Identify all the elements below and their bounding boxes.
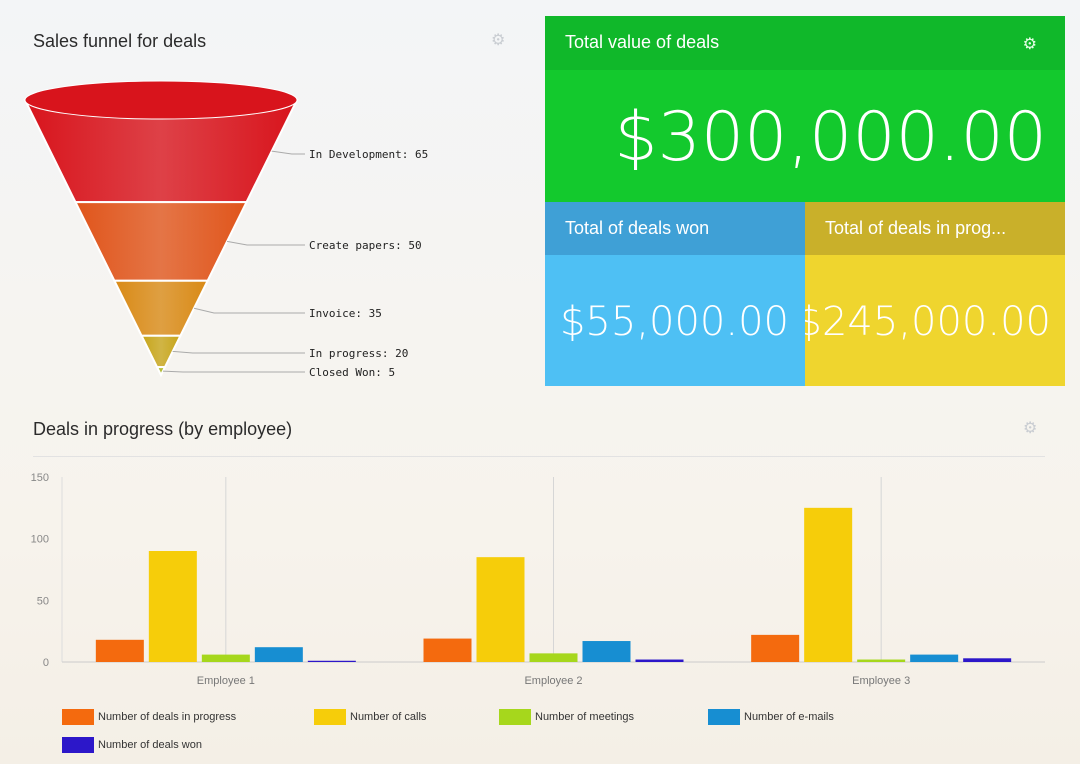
bar[interactable]: [148, 551, 197, 662]
gear-icon[interactable]: ⚙: [491, 32, 506, 49]
employee-bar-chart: 0 50 100 150 Employee 1 Employee 2 Employee 3: [31, 472, 1045, 687]
funnel-leader-line: [226, 240, 305, 246]
funnel-label: Closed Won: 5: [309, 366, 395, 379]
x-category-label: Employee 2: [524, 675, 582, 687]
bar[interactable]: [804, 507, 853, 662]
bar[interactable]: [254, 647, 303, 662]
legend-swatch: [499, 709, 531, 725]
legend-label: Number of e-mails: [744, 711, 834, 723]
funnel-widget-title: Sales funnel for deals: [33, 31, 207, 51]
bar[interactable]: [635, 659, 684, 662]
deals-won-title: Total of deals won: [565, 218, 710, 238]
y-tick-label: 0: [43, 657, 49, 669]
total-value-title: Total value of deals: [565, 32, 720, 52]
funnel-leader-line: [172, 350, 305, 354]
funnel-segment: [112, 279, 210, 337]
deals-won-amount: $55,000.00: [559, 299, 789, 345]
y-tick-label: 50: [37, 595, 49, 607]
bar[interactable]: [751, 634, 800, 662]
bar[interactable]: [423, 638, 472, 662]
legend-swatch: [708, 709, 740, 725]
y-tick-label: 150: [31, 472, 49, 484]
funnel-label: In Development: 65: [309, 148, 428, 161]
deals-won-tile: Total of deals won $55,000.00: [545, 202, 805, 386]
legend-swatch: [62, 737, 94, 753]
bar[interactable]: [582, 641, 631, 662]
legend-swatch: [62, 709, 94, 725]
funnel-top: [24, 80, 298, 120]
funnel-leader-line: [162, 370, 305, 373]
bar[interactable]: [529, 653, 578, 662]
chart-widget-title: Deals in progress (by employee): [33, 419, 293, 439]
bar[interactable]: [910, 654, 959, 662]
bar[interactable]: [201, 654, 250, 662]
funnel-leader-line: [193, 307, 305, 314]
funnel-label: In progress: 20: [309, 347, 408, 360]
bar[interactable]: [963, 658, 1012, 662]
sales-funnel-chart: In Development: 65 Create papers: 50 Invoi…: [23, 80, 428, 379]
bar[interactable]: [95, 639, 144, 662]
legend-label: Number of calls: [350, 711, 427, 723]
funnel-segment: [73, 201, 249, 282]
deals-in-progress-tile: Total of deals in prog... $245,000.00: [805, 202, 1065, 386]
legend-label: Number of deals won: [98, 739, 202, 751]
total-value-tile: Total value of deals ⚙ $300,000.00: [545, 16, 1065, 202]
gear-icon[interactable]: ⚙: [1023, 420, 1038, 437]
x-category-label: Employee 3: [852, 675, 910, 687]
gear-icon[interactable]: ⚙: [1022, 36, 1037, 53]
total-value-amount: $300,000.00: [614, 98, 1047, 177]
funnel-label: Invoice: 35: [309, 307, 382, 320]
legend-label: Number of meetings: [535, 711, 635, 723]
legend-swatch: [314, 709, 346, 725]
bar[interactable]: [857, 659, 906, 662]
funnel-label: Create papers: 50: [309, 239, 422, 252]
chart-divider: [33, 456, 1045, 457]
x-category-label: Employee 1: [197, 675, 255, 687]
funnel-leader-line: [271, 150, 305, 155]
bar[interactable]: [307, 660, 356, 662]
legend-label: Number of deals in progress: [98, 711, 237, 723]
deals-in-progress-title: Total of deals in prog...: [825, 218, 1007, 238]
bar[interactable]: [476, 557, 525, 662]
deals-in-progress-amount: $245,000.00: [805, 299, 1051, 345]
y-tick-label: 100: [31, 534, 49, 546]
